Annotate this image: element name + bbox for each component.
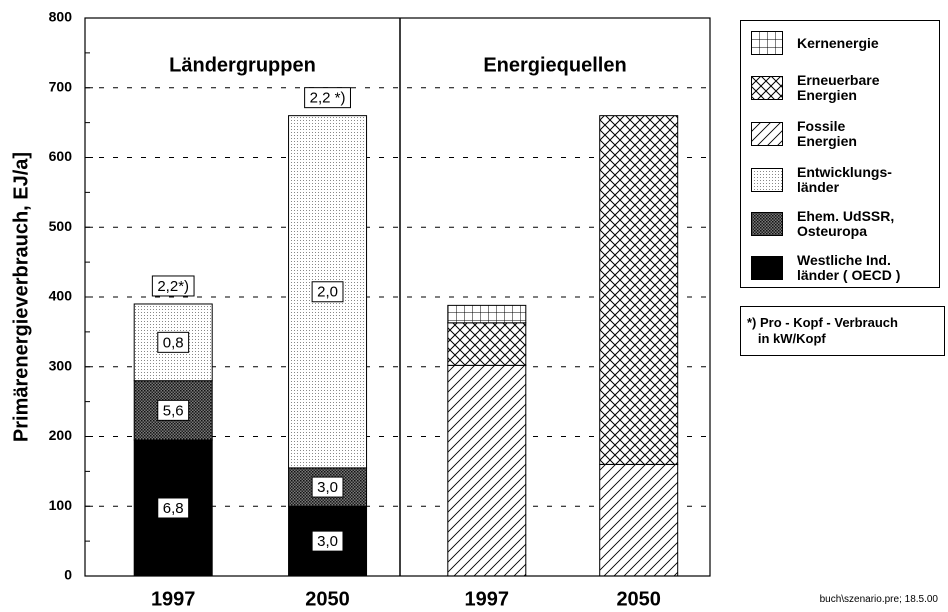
label-box: [157, 497, 190, 519]
legend-entry: Fossile Energien: [751, 119, 857, 149]
note: *) Pro - Kopf - Verbrauch in kW/Kopf: [740, 306, 945, 356]
x-tick-label: 2050: [616, 588, 661, 610]
data-label: 0,8: [163, 334, 184, 351]
group-title: Ländergruppen: [169, 54, 316, 76]
data-label-box: 2,2*): [151, 275, 195, 297]
y-tick-label: 200: [49, 427, 73, 443]
legend-swatch-rect: [751, 256, 783, 280]
data-label-box: 2,2 *): [304, 87, 351, 109]
data-label-box: 2,0: [311, 281, 344, 303]
label-box: [157, 399, 190, 421]
footer: buch\szenario.pre; 18.5.00: [819, 594, 938, 605]
plot-frame: [84, 17, 711, 577]
data-label-box: 3,0: [311, 530, 344, 552]
data-label-box: 6,8: [157, 497, 190, 519]
data-label-box: 5,6: [157, 399, 190, 421]
legend-swatch-rect: [751, 212, 783, 236]
legend-swatch: [751, 256, 783, 280]
legend-swatch-rect: [751, 168, 783, 192]
legend-swatch: [751, 31, 783, 55]
y-tick-label: 0: [64, 567, 72, 583]
bar-segment: [599, 463, 679, 577]
legend-entry: Entwicklungs- länder: [751, 165, 892, 195]
legend-swatch-rect: [751, 31, 783, 55]
data-label-box: 3,0: [311, 476, 344, 498]
x-tick-label: 1997: [465, 588, 510, 610]
data-label: 3,0: [317, 533, 338, 550]
label-box: [151, 275, 195, 297]
bar-segment: [599, 115, 679, 465]
y-tick-label: 400: [49, 288, 73, 304]
label-box: [311, 281, 344, 303]
legend-entry: Erneuerbare Energien: [751, 73, 879, 103]
legend-swatch: [751, 168, 783, 192]
y-tick-label: 100: [49, 497, 73, 513]
data-label: 2,2*): [157, 278, 189, 295]
data-label: 6,8: [163, 500, 184, 517]
data-label: 3,0: [317, 479, 338, 496]
legend-entry: Westliche Ind. länder ( OECD ): [751, 253, 900, 283]
data-label: 2,0: [317, 284, 338, 301]
legend: Kernenergie Erneuerbare Energien Fossile E…: [740, 20, 940, 288]
legend-label: Fossile Energien: [797, 118, 857, 149]
label-box: [157, 331, 190, 353]
data-label: 5,6: [163, 402, 184, 419]
legend-label: Kernenergie: [797, 34, 879, 51]
y-tick-label: 800: [49, 9, 73, 25]
legend-swatch: [751, 76, 783, 100]
data-label-box: 0,8: [157, 331, 190, 353]
bar-segment: [447, 364, 527, 577]
legend-label: Westliche Ind. länder ( OECD ): [797, 252, 901, 283]
legend-swatch-rect: [751, 76, 783, 100]
legend-swatch-rect: [751, 122, 783, 146]
legend-swatch: [751, 212, 783, 236]
x-tick-label: 2050: [305, 588, 350, 610]
group-title: Energiequellen: [483, 54, 626, 76]
data-label: 2,2 *): [310, 90, 346, 107]
legend-entry: Ehem. UdSSR, Osteuropa: [751, 209, 894, 239]
label-box: [304, 87, 351, 109]
bar-segment: [447, 322, 527, 366]
x-tick-label: 1997: [151, 588, 196, 610]
label-box: [311, 530, 344, 552]
y-tick-label: 500: [49, 218, 73, 234]
y-tick-label: 700: [49, 78, 73, 94]
legend-label: Erneuerbare Energien: [797, 72, 880, 103]
legend-entry: Kernenergie: [751, 31, 879, 55]
bar-segment: [447, 304, 527, 324]
label-box: [311, 476, 344, 498]
legend-swatch: [751, 122, 783, 146]
y-axis-label: Primärenergieverbrauch, EJ/a]: [10, 152, 32, 442]
legend-label: Ehem. UdSSR, Osteuropa: [797, 208, 895, 239]
y-tick-label: 300: [49, 357, 73, 373]
y-tick-label: 600: [49, 148, 73, 164]
legend-label: Entwicklungs- länder: [797, 164, 892, 195]
